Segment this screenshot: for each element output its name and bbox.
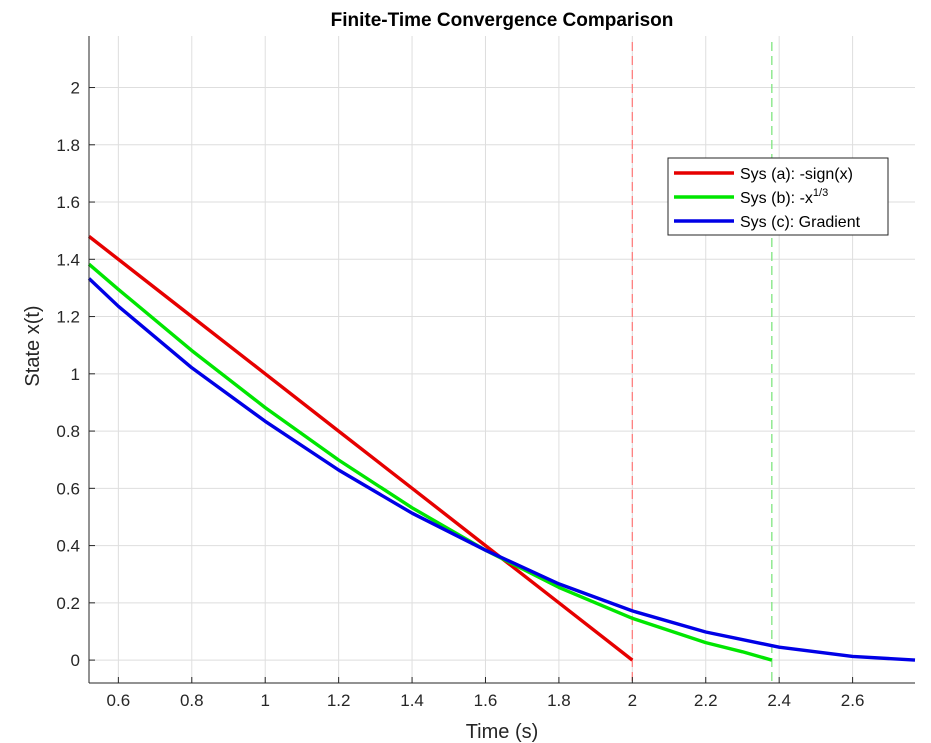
x-tick-label: 2.6: [841, 691, 865, 710]
x-tick-label: 1.8: [547, 691, 571, 710]
x-axis-label: Time (s): [466, 721, 539, 743]
series-lines: [87, 235, 916, 662]
x-tick-label: 1.6: [474, 691, 498, 710]
y-tick-label: 0.4: [56, 537, 80, 556]
series-line: [87, 277, 916, 662]
series-line: [87, 262, 773, 662]
series-line: [87, 235, 634, 662]
y-axis-label: State x(t): [22, 305, 44, 386]
x-tick-label: 1.2: [327, 691, 351, 710]
x-tick-label: 1: [260, 691, 269, 710]
x-tick-label: 2: [628, 691, 637, 710]
legend-entry-label: Sys (c): Gradient: [740, 214, 861, 231]
y-tick-label: 0: [71, 651, 80, 670]
axes: [88, 36, 915, 684]
x-tick-label: 2.4: [767, 691, 791, 710]
legend: Sys (a): -sign(x) Sys (b): -x1/3 Sys (c): …: [667, 157, 889, 236]
y-tick-label: 2: [71, 79, 80, 98]
reference-lines: [631, 42, 773, 683]
legend-entry-label: Sys (b): -x1/3: [740, 187, 828, 207]
y-tick-label: 1: [71, 365, 80, 384]
y-tick-label: 1.2: [56, 308, 80, 327]
x-tick-label: 1.4: [400, 691, 424, 710]
y-tick-label: 1.6: [56, 193, 80, 212]
y-tick-label: 0.6: [56, 479, 80, 498]
x-tick-label: 0.8: [180, 691, 204, 710]
x-tick-label: 0.6: [107, 691, 131, 710]
x-tick-label: 2.2: [694, 691, 718, 710]
plot-area: [89, 36, 915, 683]
y-tick-label: 1.4: [56, 250, 80, 269]
y-tick-label: 0.8: [56, 422, 80, 441]
legend-entry-label: Sys (a): -sign(x): [740, 166, 853, 183]
y-tick-label: 1.8: [56, 136, 80, 155]
y-tick-label: 0.2: [56, 594, 80, 613]
chart-title: Finite-Time Convergence Comparison: [331, 10, 674, 31]
grid: [89, 36, 915, 683]
tick-labels: 0.6 0.8 1 1.2 1.4 1.6 1.8 2 2.2 2.4 2.6 0 0.2 0.4 0.6 0…: [56, 79, 864, 710]
